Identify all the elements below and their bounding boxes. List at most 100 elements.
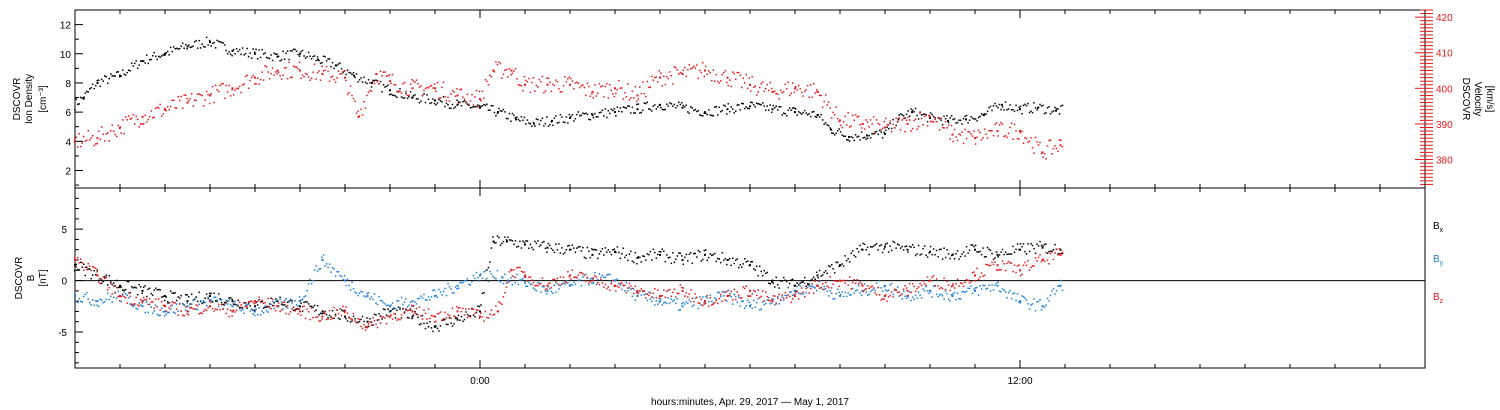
- by-point: [829, 290, 831, 292]
- bx-point: [703, 249, 706, 252]
- density-point: [552, 124, 554, 127]
- velocity-point: [666, 75, 668, 78]
- velocity-point: [970, 133, 972, 135]
- density-tick-label: 8: [65, 79, 71, 90]
- by-point: [436, 296, 439, 298]
- density-point: [839, 131, 842, 133]
- velocity-point: [79, 145, 82, 148]
- bx-point: [109, 281, 112, 283]
- bx-point: [631, 260, 634, 262]
- velocity-point: [421, 95, 424, 97]
- bx-point: [601, 248, 604, 250]
- bx-point: [640, 261, 643, 263]
- density-point: [838, 128, 840, 130]
- by-point: [730, 295, 733, 298]
- by-point: [1055, 290, 1058, 292]
- by-point: [931, 296, 933, 298]
- density-point: [600, 111, 602, 114]
- density-point: [917, 118, 920, 120]
- density-point: [453, 107, 455, 109]
- bz-point: [896, 291, 899, 294]
- bx-point: [252, 309, 254, 312]
- by-point: [139, 304, 142, 306]
- by-point: [678, 309, 680, 311]
- density-point: [711, 114, 713, 117]
- bz-point: [955, 283, 957, 285]
- by-point: [809, 285, 812, 287]
- bz-point: [265, 305, 268, 307]
- by-point: [507, 279, 509, 281]
- by-point: [929, 290, 932, 293]
- density-point: [856, 136, 858, 138]
- bz-point: [276, 304, 278, 307]
- velocity-point: [726, 76, 729, 79]
- velocity-point: [169, 105, 172, 108]
- density-point: [418, 101, 421, 104]
- bx-point: [483, 291, 485, 294]
- velocity-point: [597, 92, 599, 94]
- density-point: [175, 47, 178, 50]
- density-point: [529, 123, 532, 125]
- bz-point: [964, 281, 966, 284]
- velocity-point: [78, 133, 80, 135]
- velocity-point: [453, 91, 455, 93]
- bx-point: [490, 247, 493, 249]
- density-point: [959, 119, 962, 122]
- density-point: [955, 122, 957, 124]
- density-point: [895, 124, 897, 127]
- density-point: [769, 104, 771, 106]
- by-point: [970, 285, 972, 287]
- velocity-point: [631, 90, 634, 92]
- by-point: [910, 299, 912, 302]
- bz-point: [546, 288, 548, 290]
- by-point: [818, 280, 821, 283]
- velocity-point: [231, 88, 233, 91]
- velocity-point: [216, 89, 218, 91]
- bx-point: [670, 262, 673, 265]
- bx-point: [544, 247, 547, 250]
- density-point: [812, 110, 815, 113]
- bx-point: [360, 318, 362, 321]
- by-point: [956, 292, 959, 294]
- density-point: [997, 106, 999, 109]
- bx-point: [267, 305, 269, 308]
- bx-point: [634, 251, 637, 254]
- bx-point: [448, 317, 451, 319]
- by-point: [93, 304, 95, 307]
- velocity-point: [678, 73, 680, 75]
- density-point: [965, 118, 967, 121]
- bx-point: [964, 255, 966, 257]
- density-point: [209, 41, 211, 44]
- velocity-point: [646, 80, 649, 83]
- bx-point: [91, 274, 94, 276]
- bz-point: [562, 276, 565, 279]
- bz-point: [316, 316, 319, 318]
- by-point: [681, 305, 684, 308]
- density-point: [324, 55, 326, 58]
- velocity-point: [820, 94, 822, 97]
- density-point: [863, 136, 866, 139]
- by-point: [884, 284, 886, 287]
- bz-point: [884, 293, 887, 296]
- bz-point: [456, 310, 459, 313]
- by-point: [928, 292, 930, 294]
- density-point: [703, 112, 706, 115]
- density-point: [1001, 103, 1003, 106]
- density-point: [619, 107, 622, 109]
- by-point: [456, 284, 459, 287]
- bz-point: [1060, 252, 1062, 255]
- bx-point: [614, 250, 616, 253]
- density-point: [384, 86, 386, 88]
- by-point: [659, 300, 661, 303]
- density-point: [926, 120, 929, 123]
- by-point: [157, 314, 160, 317]
- velocity-point: [277, 71, 280, 73]
- velocity-point: [751, 76, 753, 78]
- density-point: [226, 53, 229, 55]
- density-point: [454, 106, 457, 108]
- density-point: [1054, 106, 1056, 109]
- bz-point: [1019, 274, 1022, 277]
- bx-point: [316, 304, 319, 307]
- density-point: [450, 107, 452, 110]
- density-point: [525, 123, 527, 125]
